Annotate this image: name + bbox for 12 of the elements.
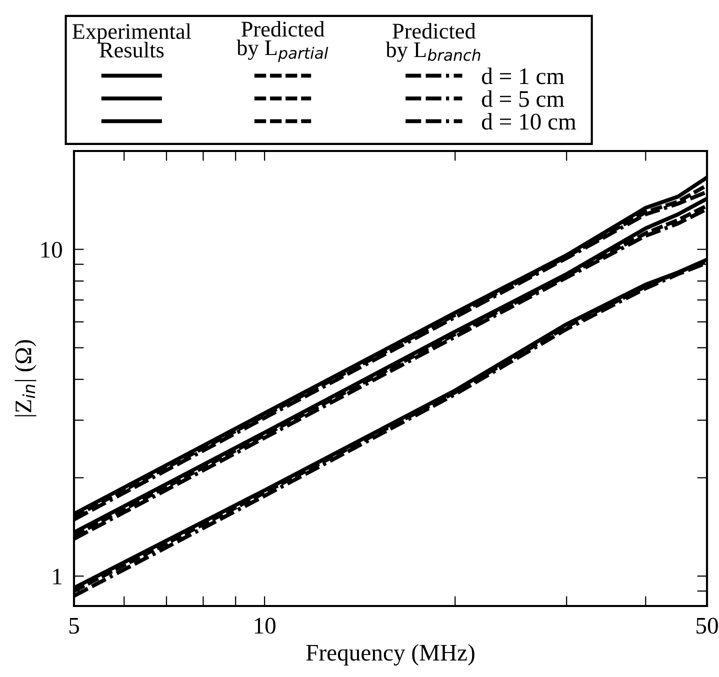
x-tick-label: 10	[254, 618, 276, 634]
x-tick-label: 50	[696, 618, 718, 634]
y-tick-label: 1	[53, 568, 62, 584]
legend-label: d = 5 cm	[482, 90, 564, 107]
text: Predicted by L$_{partial}$	[236, 21, 328, 62]
legend-label: d = 10 cm	[482, 113, 576, 130]
text: Predicted by L$_{branch}$	[386, 23, 480, 62]
y-axis-title: |Z$_{in}$| (Ω)	[14, 340, 36, 416]
legend-label: d = 1 cm	[482, 68, 564, 84]
text: Experimental Results	[72, 23, 192, 58]
x-tick-label: 5	[69, 618, 79, 634]
x-axis-title: Frequency (MHz)	[306, 644, 474, 666]
